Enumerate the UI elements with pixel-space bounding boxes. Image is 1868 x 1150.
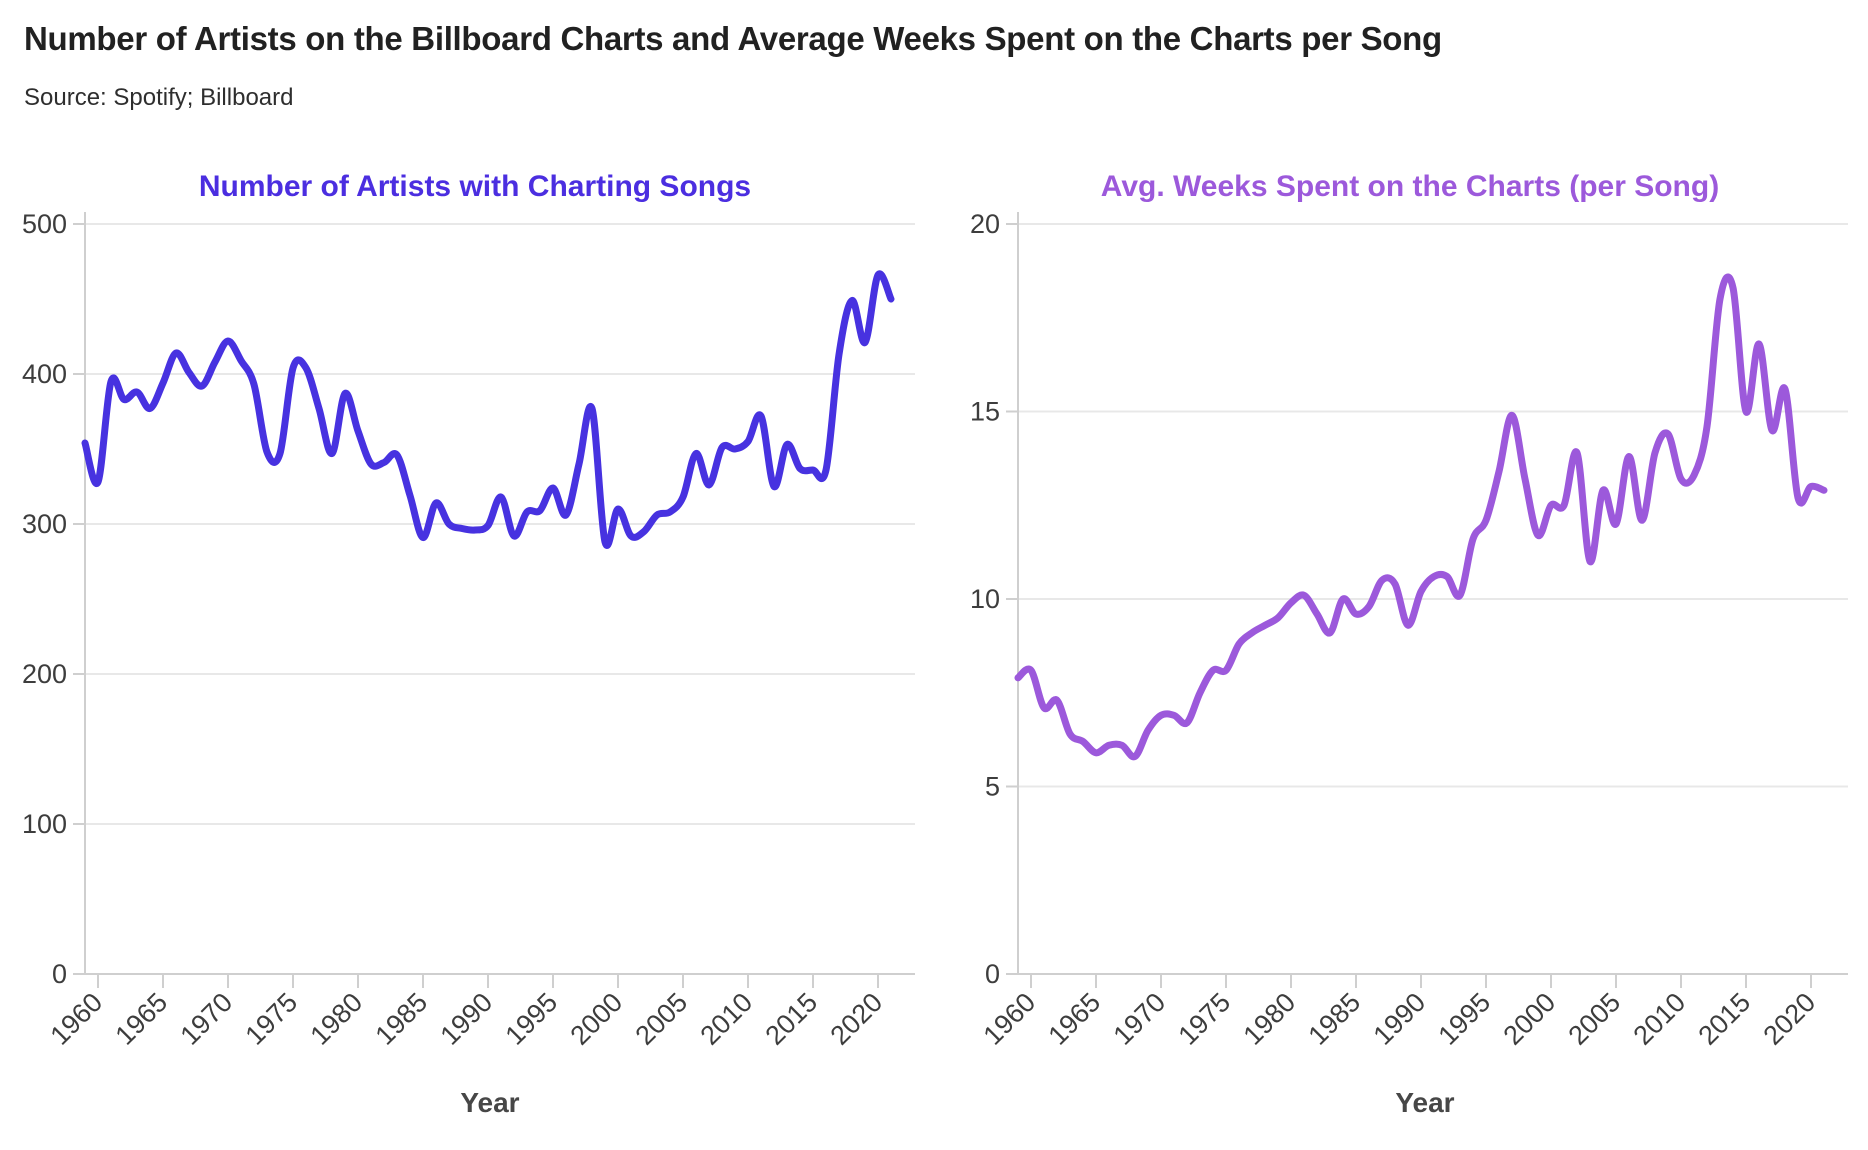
x-tick-label: 2000: [1498, 987, 1562, 1051]
y-tick-label: 100: [22, 809, 67, 839]
y-tick-label: 500: [22, 209, 67, 239]
x-tick-label: 1970: [175, 987, 239, 1051]
right-chart: 0 5 10 15 20 1960 1965 1970 1975 1980 1985 1990 1995…: [970, 209, 1848, 1051]
x-tick-label: 2010: [1628, 987, 1692, 1051]
x-tick-label: 2000: [565, 987, 629, 1051]
x-tick-label: 1970: [1108, 987, 1172, 1051]
x-tick-label: 1980: [1238, 987, 1302, 1051]
x-tick-label: 1985: [370, 987, 434, 1051]
x-tick-label: 1990: [435, 987, 499, 1051]
source-note: Source: Spotify; Billboard: [24, 84, 294, 111]
y-tick-label: 5: [985, 772, 1000, 802]
x-tick-label: 1990: [1368, 987, 1432, 1051]
x-tick-label: 2005: [630, 987, 694, 1051]
y-tick-label: 200: [22, 659, 67, 689]
x-tick-label: 2015: [1693, 987, 1757, 1051]
x-tick-label: 1975: [240, 987, 304, 1051]
x-tick-label: 2005: [1563, 987, 1627, 1051]
x-tick-label: 1975: [1173, 987, 1237, 1051]
y-tick-label: 400: [22, 359, 67, 389]
x-tick-label: 1995: [500, 987, 564, 1051]
x-tick-label: 1960: [978, 987, 1042, 1051]
right-chart-title: Avg. Weeks Spent on the Charts (per Song…: [1101, 170, 1719, 203]
x-tick-label: 2020: [1758, 987, 1822, 1051]
artists-trend-line: [81, 270, 895, 549]
left-chart-title: Number of Artists with Charting Songs: [199, 170, 751, 203]
y-tick-label: 0: [985, 959, 1000, 989]
x-tick-label: 1995: [1433, 987, 1497, 1051]
page-title: Number of Artists on the Billboard Chart…: [24, 20, 1442, 57]
y-tick-label: 0: [52, 959, 67, 989]
x-tick-label: 1960: [45, 987, 109, 1051]
x-tick-label: 2020: [825, 987, 889, 1051]
x-tick-label: 2010: [695, 987, 759, 1051]
x-tick-label: 2015: [760, 987, 824, 1051]
y-tick-label: 20: [970, 209, 1000, 239]
x-tick-label: 1965: [1043, 987, 1107, 1051]
right-x-axis-label: Year: [1395, 1087, 1454, 1118]
y-tick-label: 15: [970, 397, 1000, 427]
left-chart: 0 100 200 300 400 500 1960 1965 1970 1975 1980 1985…: [22, 209, 915, 1051]
x-tick-label: 1965: [110, 987, 174, 1051]
x-tick-label: 1980: [305, 987, 369, 1051]
y-tick-label: 300: [22, 509, 67, 539]
left-x-axis-label: Year: [460, 1087, 519, 1118]
weeks-trend-line: [1014, 273, 1828, 761]
x-tick-label: 1985: [1303, 987, 1367, 1051]
y-tick-label: 10: [970, 584, 1000, 614]
